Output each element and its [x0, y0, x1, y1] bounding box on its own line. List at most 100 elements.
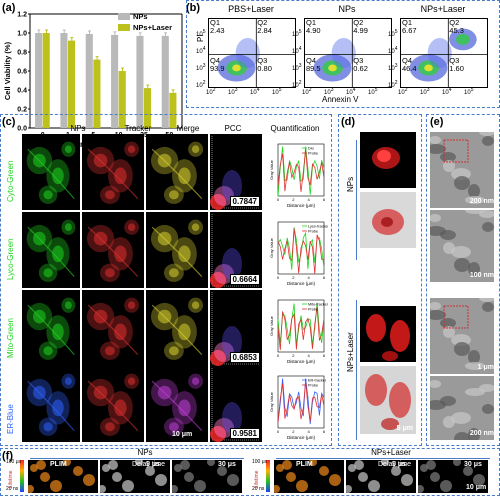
divider	[356, 140, 357, 260]
row-label: Lyco-Green	[6, 238, 15, 281]
y-tick-label: 1.2	[17, 12, 27, 19]
flow-y-tick: 105	[196, 29, 206, 38]
flow-y-tick: 103	[292, 63, 302, 72]
flow-title: NPs+Laser	[420, 4, 466, 14]
flow-y-tick: 104	[196, 46, 206, 55]
tracker-image	[82, 212, 144, 288]
pcc-value: 0.6853	[229, 352, 260, 363]
plim-group-title: NPs+Laser	[371, 448, 411, 457]
lifetime-max: 100 μs	[252, 459, 268, 465]
quant-x-tick: 6	[323, 353, 326, 358]
plim-image	[28, 460, 98, 493]
col-header-tracker: Tracker	[124, 124, 152, 133]
flow-x-tick: 102	[302, 87, 312, 96]
flow-quadrant-q3: Q3 1.60	[449, 56, 464, 74]
tracker-image	[82, 290, 144, 366]
quant-x-tick: 4	[308, 353, 311, 358]
quant-x-label: Distance (μm)	[287, 281, 316, 286]
flow-x-tick: 104	[346, 87, 356, 96]
bar-nps-0	[35, 33, 43, 128]
quantification-plot: Lyso-tracker Probe 0 2 4 6 Distance (μm) Gray V…	[266, 212, 329, 288]
panel-d-label-nps: NPs	[346, 176, 355, 192]
quant-x-tick: 6	[323, 429, 326, 434]
col-header-merge: Merge	[176, 124, 200, 133]
bar-nps-laser-0	[42, 33, 50, 128]
flow-quadrant-q2: Q2 2.84	[257, 18, 272, 35]
merge-image	[146, 212, 208, 288]
lifetime-label: Lifetime	[8, 470, 14, 488]
scale-bar-e: 100 nm	[469, 272, 494, 279]
confocal-nps-fluor	[360, 132, 416, 188]
quant-legend-label: ER-tracker	[308, 379, 327, 383]
flow-x-tick: 102	[398, 87, 408, 96]
plim-image-label: 5 μs	[146, 461, 161, 468]
row-label: ER-Blue	[6, 404, 15, 434]
panel-d-label: (d)	[341, 116, 356, 128]
flow-x-tick: 103	[228, 87, 238, 96]
quant-x-tick: 2	[292, 275, 295, 280]
panel-d-frame	[338, 114, 422, 446]
scale-bar-c: 10 μm	[172, 431, 193, 438]
confocal-laser-merge: 5 μm	[360, 366, 416, 434]
legend-swatch	[118, 13, 130, 20]
plim-image	[274, 460, 344, 493]
tem-image	[430, 132, 494, 208]
quant-x-tick: 0	[277, 429, 280, 434]
confocal-laser-fluor	[360, 306, 416, 362]
nps-image	[22, 290, 80, 366]
y-tick-label: 0.0	[17, 126, 27, 133]
tracker-image	[82, 134, 144, 210]
tem-image	[430, 298, 494, 374]
flow-quadrant-q3: Q3 0.80	[257, 56, 272, 74]
merge-image	[146, 290, 208, 366]
quant-x-tick: 4	[308, 429, 311, 434]
flow-y-tick: 104	[292, 46, 302, 55]
merge-image	[146, 134, 208, 210]
y-tick-label: 0.4	[17, 88, 27, 95]
plim-image-label: 30 μs	[218, 461, 236, 468]
lifetime-colorbar	[20, 460, 24, 492]
quantification-plot: Mito-tracker Probe 0 2 4 6 Distance (μm) Gray V…	[266, 290, 329, 366]
plim-image-label: PLIM	[50, 461, 67, 468]
panel-b-label: (b)	[186, 2, 201, 14]
bar-nps-laser-1	[68, 40, 76, 128]
quant-y-label: Gray Value	[269, 315, 274, 335]
divider	[276, 458, 490, 459]
row-label: Mito-Green	[6, 317, 15, 358]
panel-a-label: (a)	[2, 2, 16, 14]
quant-legend-label: Probe	[308, 308, 318, 312]
flow-x-tick: 105	[464, 87, 474, 96]
delay-image-30	[172, 460, 242, 493]
quant-x-tick: 4	[308, 275, 311, 280]
tem-image	[430, 376, 494, 440]
delay-image-5	[100, 460, 170, 493]
delay-time-label: Delay time	[378, 461, 412, 468]
quantification-plot: ER-tracker Probe 0 2 4 6 Distance (μm) Gray Val…	[266, 366, 328, 442]
flow-x-tick: 102	[206, 87, 216, 96]
quant-legend-label: Probe	[308, 230, 318, 234]
divider	[356, 300, 357, 440]
flow-plot	[304, 18, 392, 88]
flow-plot	[208, 18, 296, 88]
quantification-plot: Dio Probe 0 2 4 6 Distance (μm) Gray Value	[266, 134, 328, 210]
flow-title: PBS+Laser	[228, 4, 274, 14]
nps-image	[22, 366, 80, 442]
flow-y-tick: 103	[196, 63, 206, 72]
tracker-image	[82, 366, 144, 442]
y-tick-label: 0.8	[17, 50, 27, 57]
flow-quadrant-q4: Q4 46.4	[402, 56, 417, 74]
bar-nps-laser-50	[169, 92, 177, 128]
plim-image-label: 30 μs	[464, 461, 482, 468]
flow-y-tick: 102	[292, 80, 302, 89]
bar-nps-laser-10	[118, 71, 126, 128]
plim-group-title: NPs	[137, 448, 153, 457]
plim-image-label: PLIM	[296, 461, 313, 468]
legend-swatch	[118, 24, 130, 31]
bar-nps-1	[60, 33, 68, 128]
flow-plot	[400, 18, 488, 88]
legend-label: NPs	[133, 12, 148, 21]
flow-x-tick: 103	[324, 87, 334, 96]
lifetime-colorbar	[266, 460, 270, 492]
quant-x-tick: 2	[292, 353, 295, 358]
flow-quadrant-q3: Q3 0.62	[353, 56, 368, 74]
